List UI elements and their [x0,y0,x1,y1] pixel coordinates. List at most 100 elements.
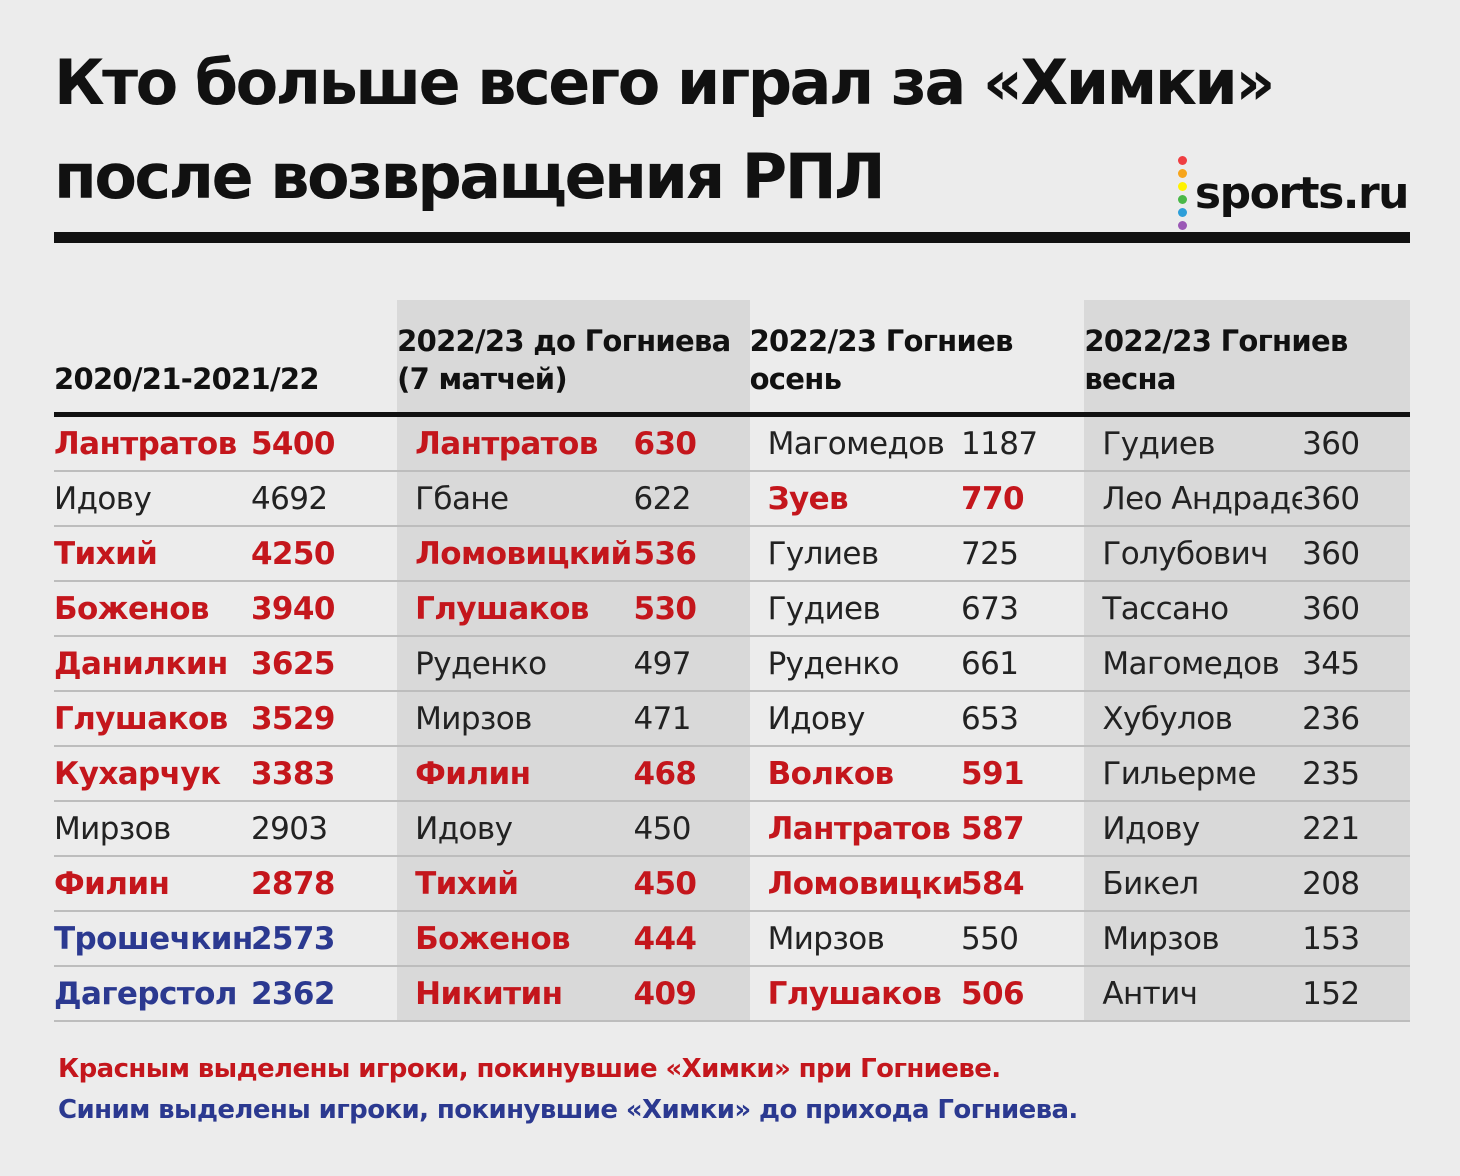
table-row: Тихий 4250 Ломовицкий 536 Гулиев 725 Голубович… [54,526,1410,582]
minutes-value: 536 [633,526,750,582]
minutes-value: 673 [961,581,1085,637]
player-name: Тихий [54,526,251,582]
table-row: Глушаков 3529 Мирзов 471 Идову 653 Хубулов 236 [54,691,1410,747]
minutes-value: 587 [961,801,1085,857]
player-name: Филин [54,856,251,912]
logo-dot [1177,221,1187,230]
player-name: Идову [54,471,251,527]
minutes-value: 2362 [250,966,398,1022]
minutes-value: 450 [633,856,750,912]
player-name: Гудиев [1084,414,1303,472]
player-name: Бикел [1084,856,1303,912]
table-row: Кухарчук 3383 Филин 468 Волков 591 Гильерме 235 [54,746,1410,802]
player-name: Голубович [1084,526,1303,582]
minutes-value: 550 [961,911,1085,967]
logo-dot [1177,156,1187,165]
minutes-value: 661 [961,636,1085,692]
player-name: Магомедов [1084,636,1303,692]
player-name: Тассано [1084,581,1303,637]
player-name: Идову [1084,801,1303,857]
minutes-value: 360 [1302,471,1410,527]
table-row: Боженов 3940 Глушаков 530 Гудиев 673 Тассано 36… [54,581,1410,637]
column-header-line: (7 матчей) [397,362,567,396]
minutes-value: 3529 [250,691,398,747]
player-name: Магомедов [749,414,962,472]
player-name: Кухарчук [54,746,251,802]
player-name: Зуев [749,471,962,527]
player-name: Идову [749,691,962,747]
minutes-value: 4250 [250,526,398,582]
player-name: Гудиев [749,581,962,637]
player-name: Трошечкин [54,911,251,967]
player-name: Мирзов [749,911,962,967]
player-name: Гулиев [749,526,962,582]
column-header-line: осень [749,362,842,396]
sports-ru-logo: sports.ru [1177,156,1410,230]
column-header-line [54,322,397,360]
column-header-line: 2022/23 до Гогниева [397,324,731,358]
minutes-value: 653 [961,691,1085,747]
legend-red: Красным выделены игроки, покинувшие «Хим… [58,1054,1001,1084]
player-name: Ломовицкий [749,856,962,912]
minutes-value: 3383 [250,746,398,802]
column-header-2: 2022/23 Гогниев осень [750,300,1085,415]
player-name: Лео Андраде [1084,471,1303,527]
logo-dot [1177,208,1187,217]
minutes-value: 2573 [250,911,398,967]
minutes-value: 221 [1302,801,1410,857]
table-row: Лантратов 5400 Лантратов 630 Магомедов 1187 Гу… [54,414,1410,472]
column-header-0: 2020/21-2021/22 [54,300,397,415]
player-name: Антич [1084,966,1303,1022]
minutes-value: 3940 [250,581,398,637]
minutes-value: 345 [1302,636,1410,692]
minutes-value: 360 [1302,414,1410,472]
title-line-2: после возвращения РПЛ [54,140,886,213]
minutes-value: 2903 [250,801,398,857]
player-name: Данилкин [54,636,251,692]
column-header-line: 2022/23 Гогниев [1084,324,1348,358]
logo-dot [1177,182,1187,191]
player-name: Идову [397,801,634,857]
column-header-line: весна [1084,362,1176,396]
stats-table-container: 2020/21-2021/22 2022/23 до Гогниева (7 мат… [54,300,1410,1022]
minutes-value: 450 [633,801,750,857]
minutes-value: 468 [633,746,750,802]
minutes-value: 360 [1302,526,1410,582]
table-row: Идову 4692 Гбане 622 Зуев 770 Лео Андраде 360 [54,471,1410,527]
player-name: Боженов [397,911,634,967]
minutes-value: 530 [633,581,750,637]
minutes-value: 471 [633,691,750,747]
logo-text: sports.ru [1194,167,1410,219]
logo-dot [1177,195,1187,204]
page-title: Кто больше всего играл за «Химки» после … [54,36,1275,224]
player-name: Мирзов [397,691,634,747]
table-row: Данилкин 3625 Руденко 497 Руденко 661 Магомедо… [54,636,1410,692]
minutes-value: 770 [961,471,1085,527]
player-name: Гбане [397,471,634,527]
minutes-value: 235 [1302,746,1410,802]
player-name: Волков [749,746,962,802]
minutes-value: 4692 [250,471,398,527]
minutes-value: 208 [1302,856,1410,912]
minutes-value: 444 [633,911,750,967]
table-row: Дагерстол 2362 Никитин 409 Глушаков 506 Антич 1… [54,966,1410,1022]
minutes-value: 152 [1302,966,1410,1022]
minutes-value: 2878 [250,856,398,912]
player-name: Руденко [397,636,634,692]
player-name: Мирзов [54,801,251,857]
table-row: Филин2878Тихий450Ломовицкий584Бикел208 [54,856,1410,912]
minutes-value: 622 [633,471,750,527]
player-name: Глушаков [749,966,962,1022]
column-header-3: 2022/23 Гогниев весна [1084,300,1410,415]
player-name: Лантратов [54,414,251,472]
player-name: Боженов [54,581,251,637]
minutes-value: 584 [961,856,1085,912]
player-name: Глушаков [54,691,251,747]
minutes-value: 725 [961,526,1085,582]
legend: Красным выделены игроки, покинувшие «Хим… [58,1049,1078,1131]
minutes-value: 5400 [250,414,398,472]
player-name: Дагерстол [54,966,251,1022]
table-row: Трошечкин 2573 Боженов 444 Мирзов 550 Мирзов 15… [54,911,1410,967]
column-header-line: 2022/23 Гогниев [749,324,1014,358]
minutes-value: 497 [633,636,750,692]
